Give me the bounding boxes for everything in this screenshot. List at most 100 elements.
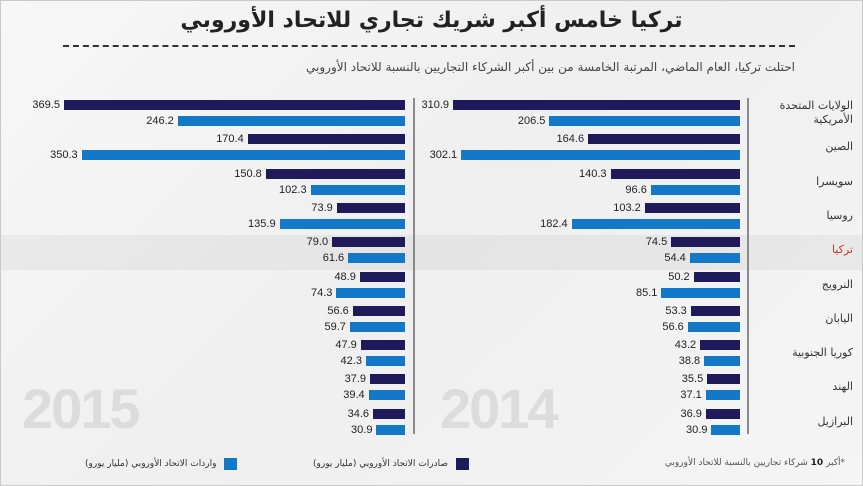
legend-exports: صادرات الاتحاد الأوروبي (مليار يورو) [313,457,470,471]
bar-2014-exports-5 [693,271,740,282]
country-label-1: الصين [825,140,853,154]
country-label-6: اليابان [825,311,853,325]
country-label-4: تركيا [831,243,853,257]
value-label-2014-exports-9: 36.9 [680,407,702,420]
bar-2015-exports-5 [359,271,405,282]
bar-2015-exports-7 [360,340,405,351]
value-label-2014-imports-4: 54.4 [664,252,686,265]
country-label-line2: الأمريكية [813,113,853,126]
value-label-2015-exports-4: 79.0 [306,236,329,249]
bar-2015-exports-1 [247,134,405,145]
page-title: تركيا خامس أكبر شريك تجاري للاتحاد الأور… [180,8,683,33]
value-label-2014-imports-2: 96.6 [625,183,647,196]
value-label-2015-exports-2: 150.8 [234,167,262,180]
bar-2014-imports-5 [661,287,740,298]
value-label-2014-exports-8: 35.5 [681,373,704,386]
value-label-2015-exports-0: 369.5 [32,99,60,111]
value-label-2015-imports-1: 350.3 [50,149,78,162]
value-label-2015-imports-9: 30.9 [351,423,373,436]
country-label-9: البرازيل [817,414,853,428]
bar-2015-imports-9 [376,424,405,435]
value-label-2014-imports-7: 38.8 [678,355,701,368]
value-label-2014-imports-0: 206.5 [517,115,546,127]
value-label-2015-imports-3: 135.9 [248,217,276,230]
value-label-2015-exports-8: 37.9 [344,373,367,386]
country-label-5: النرويج [821,277,853,291]
bar-2014-exports-1 [588,134,740,145]
bar-2015-exports-8 [370,374,405,385]
value-label-2014-exports-1: 164.6 [556,133,585,146]
bar-2014-exports-0 [453,100,740,110]
bar-2014-exports-3 [644,202,740,213]
value-label-2015-exports-1: 170.4 [216,133,244,146]
value-label-2015-exports-3: 73.9 [311,201,333,214]
year-watermark-2015: 2015 [22,377,141,440]
legend-imports-label: واردات الاتحاد الأوروبي (مليار يورو) [85,459,217,469]
country-label-0: الولايات المتحدة الأمريكية [753,99,853,127]
value-label-2015-imports-5: 74.3 [310,286,333,299]
bar-2015-imports-3 [279,218,405,229]
legend-exports-swatch [456,458,470,470]
bar-2015-imports-5 [336,287,405,298]
bar-2015-imports-8 [368,390,405,401]
bar-2014-imports-6 [687,321,740,332]
bar-2014-exports-2 [610,168,740,179]
bar-2015-imports-0 [177,116,405,126]
panel-divider-right [747,98,749,434]
value-label-2015-imports-6: 59.7 [324,320,346,333]
value-label-2014-exports-2: 140.3 [578,167,607,180]
bar-2014-exports-7 [700,340,740,351]
footnote-prefix: *أكبر [826,458,845,468]
value-label-2014-imports-6: 56.6 [662,320,684,333]
value-label-2014-imports-9: 30.9 [686,423,708,436]
bar-2014-imports-3 [571,218,740,229]
value-label-2015-exports-9: 34.6 [347,407,370,420]
country-label-line1: الولايات المتحدة [779,99,853,112]
bar-2014-exports-4 [671,237,740,248]
country-label-8: الهند [832,380,853,394]
footnote: *أكبر 10 شركاء تجاريين بالنسبة للاتحاد ا… [665,458,845,468]
bar-2015-imports-6 [349,321,405,332]
bar-2015-exports-2 [265,168,405,179]
title-divider [63,45,795,47]
bar-2014-imports-7 [704,356,740,367]
bar-2015-exports-9 [373,408,405,419]
value-label-2014-imports-8: 37.1 [680,389,702,402]
value-label-2014-imports-1: 302.1 [429,149,458,162]
bar-2014-imports-0 [549,116,740,126]
value-label-2014-exports-7: 43.2 [674,339,697,352]
panel-divider-left [413,98,415,434]
value-label-2014-imports-5: 85.1 [636,286,658,299]
bar-2014-imports-4 [689,253,740,264]
bar-2014-imports-9 [711,424,740,435]
bar-2015-imports-7 [365,356,405,367]
value-label-2015-imports-2: 102.3 [279,183,307,196]
legend-exports-label: صادرات الاتحاد الأوروبي (مليار يورو) [313,459,449,469]
value-label-2015-imports-7: 42.3 [340,355,362,368]
bar-2015-exports-0 [63,100,405,110]
bar-2015-imports-4 [348,253,405,264]
value-label-2014-exports-6: 53.3 [665,304,687,317]
value-label-2015-imports-4: 61.6 [322,252,345,265]
bar-2015-exports-6 [352,305,405,316]
bar-2014-exports-9 [705,408,740,419]
value-label-2015-exports-7: 47.9 [335,339,357,352]
bar-2015-exports-3 [336,202,405,213]
value-label-2015-imports-0: 246.2 [146,115,174,127]
bar-2014-exports-6 [690,305,740,316]
value-label-2014-exports-3: 103.2 [613,201,641,214]
legend-imports: واردات الاتحاد الأوروبي (مليار يورو) [85,457,238,471]
bar-2015-exports-4 [332,237,405,248]
country-label-2: سويسرا [816,174,853,188]
year-watermark-2014: 2014 [440,377,559,440]
value-label-2014-exports-5: 50.2 [668,270,690,283]
bar-2014-imports-8 [705,390,740,401]
country-label-7: كوريا الجنوبية [792,346,853,360]
bar-2014-imports-1 [461,150,740,161]
value-label-2014-imports-3: 182.4 [540,217,568,230]
value-label-2015-exports-6: 56.6 [327,304,349,317]
subtitle: احتلت تركيا، العام الماضي، المرتبة الخام… [306,60,795,74]
value-label-2014-exports-4: 74.5 [645,236,668,249]
bar-2014-imports-2 [650,184,740,195]
bar-2015-imports-2 [310,184,405,195]
